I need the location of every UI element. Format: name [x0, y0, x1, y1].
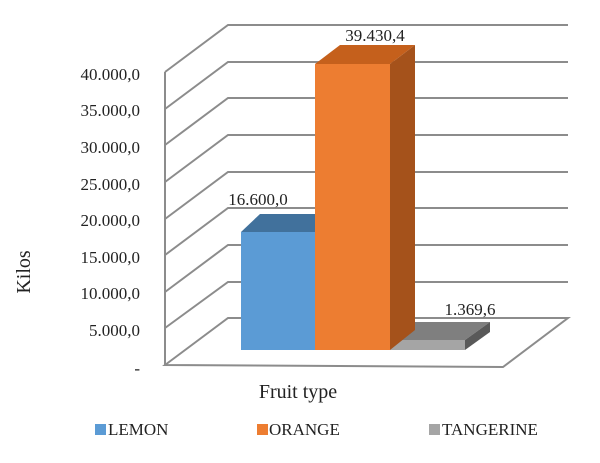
data-label-lemon: 16.600,0 — [228, 190, 288, 209]
bar-orange — [315, 45, 415, 350]
ytick-20000: 20.000,0 — [81, 211, 141, 230]
legend-item-orange[interactable]: ORANGE — [257, 420, 340, 439]
gridlines — [164, 24, 568, 329]
ytick-35000: 35.000,0 — [81, 101, 141, 120]
ytick-40000: 40.000,0 — [81, 65, 141, 84]
legend-label-orange: ORANGE — [269, 420, 340, 439]
legend-swatch-lemon — [95, 424, 106, 435]
x-axis-title: Fruit type — [259, 381, 337, 403]
ytick-30000: 30.000,0 — [81, 138, 141, 157]
ytick-5000: 5.000,0 — [89, 321, 140, 340]
legend: LEMON ORANGE TANGERINE — [95, 420, 538, 439]
ytick-25000: 25.000,0 — [81, 175, 141, 194]
ytick-15000: 15.000,0 — [81, 248, 141, 267]
legend-item-tangerine[interactable]: TANGERINE — [429, 420, 538, 439]
y-axis-ticks: 40.000,0 35.000,0 30.000,0 25.000,0 20.0… — [81, 65, 141, 378]
y-axis-title: Kilos — [13, 250, 35, 294]
legend-swatch-tangerine — [429, 424, 440, 435]
ytick-0: - — [134, 359, 140, 378]
bar-lemon — [241, 214, 334, 350]
ytick-10000: 10.000,0 — [81, 284, 141, 303]
data-label-orange: 39.430,4 — [345, 26, 405, 45]
legend-label-lemon: LEMON — [108, 420, 168, 439]
legend-swatch-orange — [257, 424, 268, 435]
legend-label-tangerine: TANGERINE — [442, 420, 538, 439]
legend-item-lemon[interactable]: LEMON — [95, 420, 168, 439]
data-label-tangerine: 1.369,6 — [445, 300, 496, 319]
